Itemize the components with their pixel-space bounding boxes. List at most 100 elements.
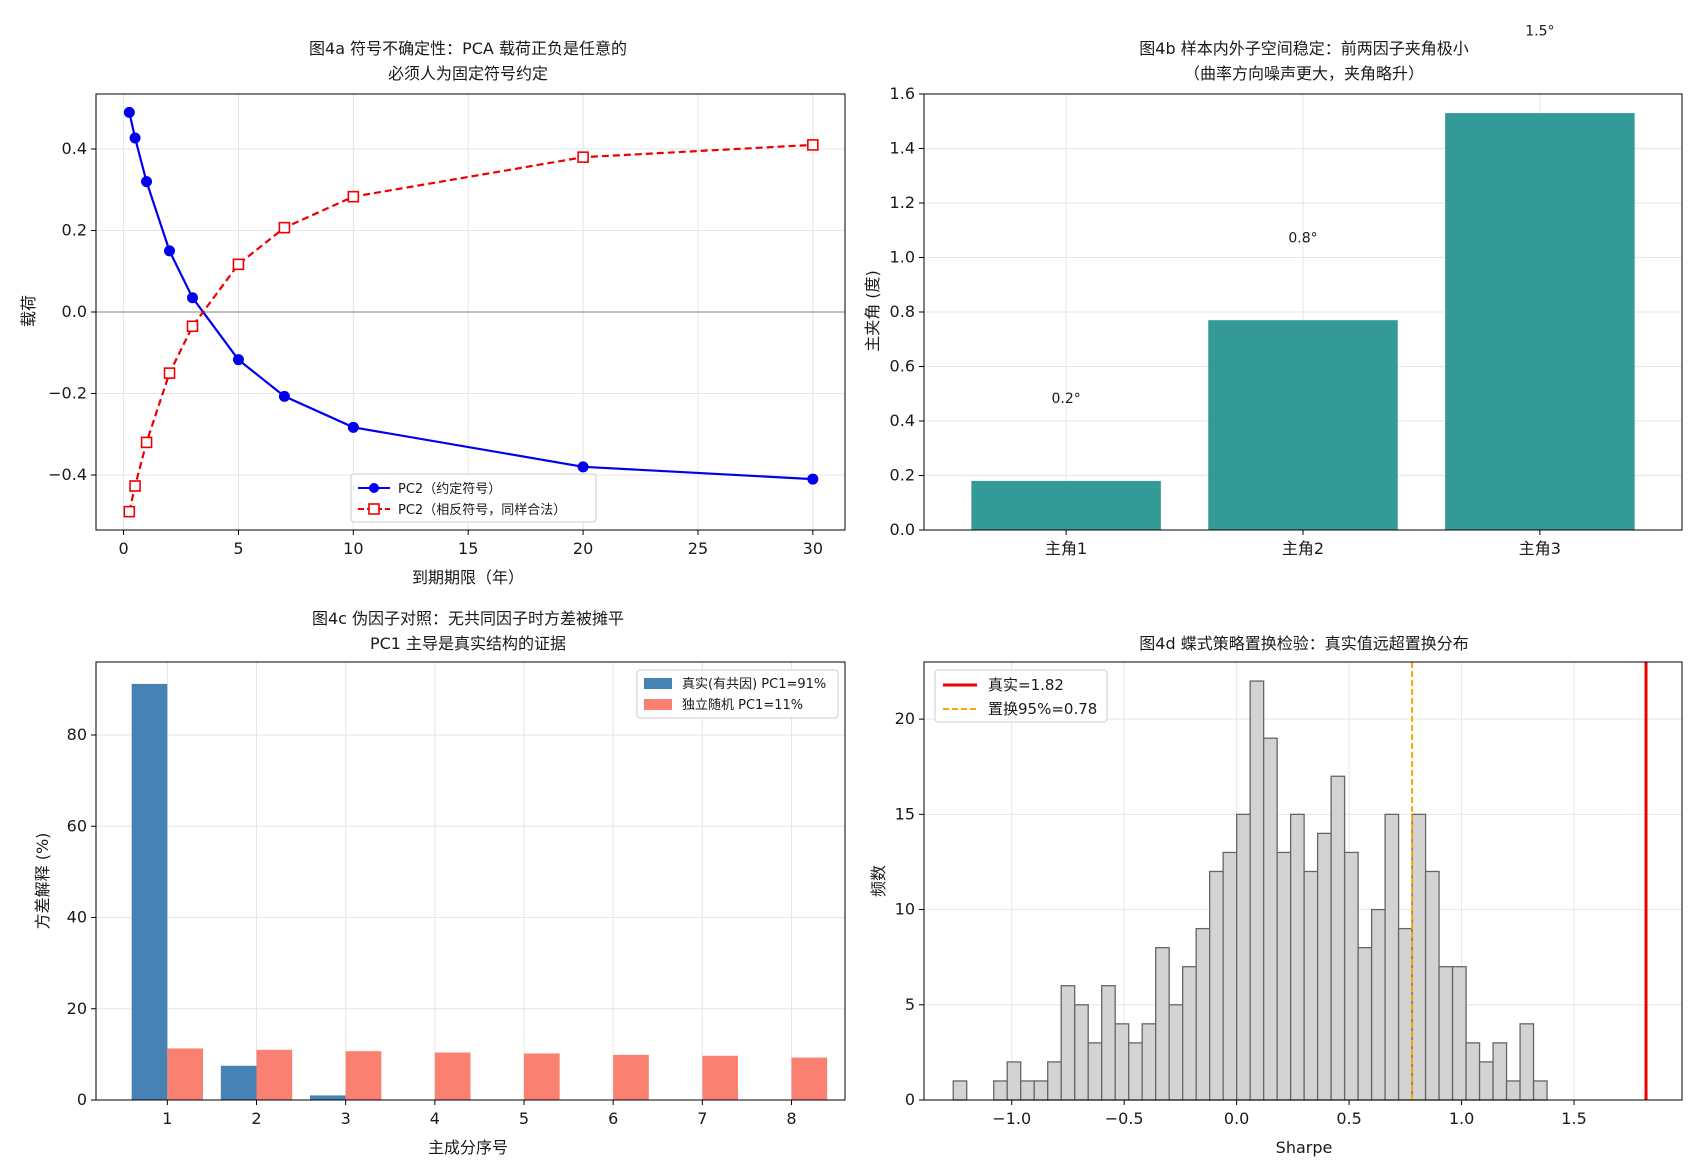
panel-c-ticks: 0 20 40 60 80 1 2 3 4 5 6 7 8 xyxy=(67,725,797,1128)
panel-c-xtick-label: 4 xyxy=(430,1109,440,1128)
panel-b-title-line-1: 图4b 样本内外子空间稳定：前两因子夹角极小 xyxy=(1139,39,1468,58)
panel-d-xtick-label: 1.0 xyxy=(1449,1109,1474,1128)
panel-d-xtick-label: −0.5 xyxy=(1105,1109,1144,1128)
panel-d-hist-bar xyxy=(1020,1080,1035,1101)
panel-a-series-0-point xyxy=(129,132,141,144)
panel-a-series-1-point xyxy=(163,367,176,379)
panel-b-ytick-label: 1.0 xyxy=(890,248,915,267)
panel-d-hist-bar xyxy=(1519,1023,1535,1101)
panel-d-hist-bar xyxy=(1168,1004,1184,1101)
panel-d-hist-bar xyxy=(1249,680,1265,1101)
panel-b-bar xyxy=(971,480,1161,530)
panel-d-xtick-label: 1.5 xyxy=(1561,1109,1586,1128)
panel-a-series-1-point xyxy=(347,190,360,203)
panel-a-ytick-label: −0.4 xyxy=(48,465,87,484)
panel-d-hist-bar xyxy=(952,1080,968,1101)
panel-d-hist-bar xyxy=(1182,966,1197,1101)
panel-d-hist-bar xyxy=(1195,927,1211,1101)
panel-b-subspace-angles: 图4b 样本内外子空间稳定：前两因子夹角极小 （曲率方向噪声更大，夹角略升） 主… xyxy=(863,23,1683,558)
panel-a-series-0-point xyxy=(278,390,290,402)
panel-d-hist-bar xyxy=(1209,870,1224,1101)
panel-c-legend-box xyxy=(636,669,839,719)
panel-d-hist-bar xyxy=(1262,737,1278,1101)
panel-d-marks xyxy=(952,662,1648,1101)
legend-label-actual: 真实=1.82 xyxy=(988,676,1064,694)
panel-d-hist-bar xyxy=(1006,1061,1022,1101)
panel-a-series-1-point xyxy=(577,151,589,163)
panel-d-xtick-label: 0.5 xyxy=(1336,1109,1361,1128)
panel-c-bar-series-1 xyxy=(791,1057,828,1100)
panel-b-ytick-label: 0.8 xyxy=(890,302,915,321)
panel-d-hist-bar xyxy=(1438,966,1454,1101)
panel-c-bar-series-1 xyxy=(613,1054,649,1100)
panel-a-series-1-point xyxy=(807,139,819,151)
panel-a-ytick-label: −0.2 xyxy=(48,383,87,402)
panel-d-ytick-label: 5 xyxy=(905,995,915,1014)
legend-label-real: 真实(有共因) PC1=91% xyxy=(682,677,826,692)
panel-d-xlabel: Sharpe xyxy=(1276,1138,1333,1157)
panel-c-bar-series-1 xyxy=(256,1049,293,1100)
panel-a-series-0-point xyxy=(232,354,244,366)
panel-d-hist-bar xyxy=(1141,1023,1157,1101)
panel-b-ytick-label: 1.2 xyxy=(890,193,915,212)
panel-d-hist-bar xyxy=(1276,851,1292,1101)
panel-a-title-line-1: 图4a 符号不确定性：PCA 载荷正负是任意的 xyxy=(309,39,627,58)
panel-a-series-0-point xyxy=(347,421,359,433)
panel-c-ytick-label: 80 xyxy=(67,725,87,744)
panel-c-legend: 真实(有共因) PC1=91% 独立随机 PC1=11% xyxy=(636,669,839,719)
panel-c-ytick-label: 40 xyxy=(67,908,87,927)
panel-b-bar xyxy=(1208,320,1398,530)
panel-d-hist-bar xyxy=(1532,1080,1548,1101)
panel-d-hist-bar xyxy=(1303,870,1319,1101)
panel-d-hist-bar xyxy=(1343,851,1359,1101)
panel-c-ytick-label: 60 xyxy=(67,816,87,835)
panel-a-xtick-label: 15 xyxy=(458,539,478,558)
panel-b-bar xyxy=(1445,113,1635,530)
panel-d-title-line-1: 图4d 蝶式策略置换检验：真实值远超置换分布 xyxy=(1139,634,1468,653)
panel-a-series-1-point xyxy=(186,320,199,333)
panel-d-hist-bar xyxy=(1384,813,1400,1101)
panel-b-ylabel: 主夹角 (度) xyxy=(863,270,882,352)
panel-d-hist-bar xyxy=(1101,985,1116,1101)
panel-d-hist-bar xyxy=(1492,1042,1508,1101)
panel-a-series-line-0 xyxy=(128,112,813,481)
panel-a-legend-box xyxy=(350,473,597,523)
panel-c-ytick-label: 0 xyxy=(77,1090,87,1109)
panel-c-bar-series-0 xyxy=(131,683,168,1100)
panel-c-grid xyxy=(96,662,845,1101)
panel-b-frame xyxy=(923,93,1683,531)
panel-d-hist-bar xyxy=(993,1080,1008,1101)
panel-c-xtick-label: 6 xyxy=(608,1109,618,1128)
panel-d-hist-bar xyxy=(1397,927,1413,1101)
panel-c-bar-series-0 xyxy=(310,1095,346,1100)
legend-label-perm95: 置换95%=0.78 xyxy=(988,700,1097,718)
panel-a-xtick-label: 5 xyxy=(233,539,243,558)
panel-d-ytick-label: 0 xyxy=(905,1090,915,1109)
panel-a-xtick-label: 10 xyxy=(343,539,363,558)
panel-b-title: 图4b 样本内外子空间稳定：前两因子夹角极小 （曲率方向噪声更大，夹角略升） xyxy=(1139,39,1468,83)
panel-b-marks: 0.2° 0.8° 1.5° xyxy=(971,23,1635,530)
panel-a-xtick-label: 20 xyxy=(573,539,593,558)
panel-d-legend-box xyxy=(934,669,1108,723)
panel-a-frame xyxy=(95,93,846,531)
panel-a-series-0-point xyxy=(123,106,135,118)
panel-c-bar-series-0 xyxy=(220,1065,257,1100)
panel-c-bar-series-1 xyxy=(167,1048,203,1100)
panel-d-hist-bar xyxy=(1357,947,1373,1101)
panel-c-bar-series-1 xyxy=(434,1052,471,1100)
panel-c-xtick-label: 1 xyxy=(162,1109,172,1128)
panel-a-legend: PC2（约定符号） PC2（相反符号，同样合法） xyxy=(350,473,597,523)
panel-b-title-line-2: （曲率方向噪声更大，夹角略升） xyxy=(1184,64,1424,83)
panel-d-hist-bar xyxy=(1047,1061,1062,1101)
panel-a-xtick-label: 0 xyxy=(118,539,128,558)
legend-swatch-random xyxy=(644,699,672,710)
panel-a-series-0-point xyxy=(141,176,153,188)
panel-a-xtick-label: 25 xyxy=(688,539,708,558)
panel-a-series-1-point xyxy=(129,480,141,492)
legend-swatch-real xyxy=(644,678,672,689)
panel-d-hist-bar xyxy=(1087,1042,1103,1101)
legend-label-pc2-flipped: PC2（相反符号，同样合法） xyxy=(398,502,566,518)
panel-d-hist-bar xyxy=(1316,832,1332,1101)
legend-marker-pc2-fixed xyxy=(369,483,379,493)
